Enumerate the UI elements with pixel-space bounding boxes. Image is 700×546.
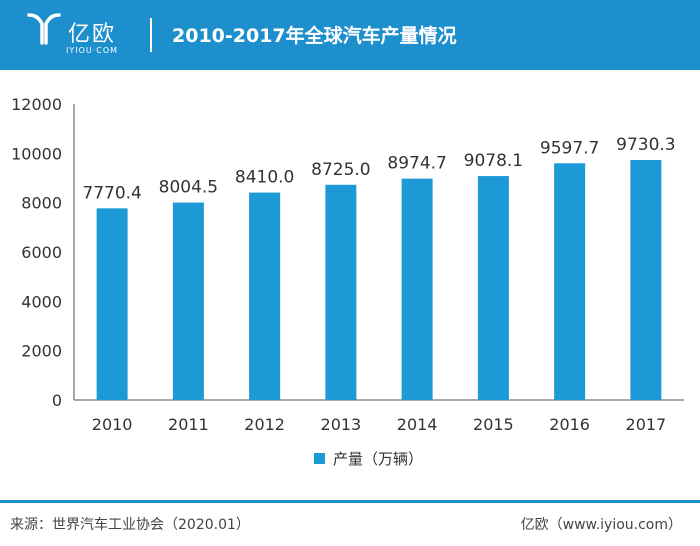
x-tick-label: 2017: [626, 415, 667, 434]
x-tick-label: 2016: [549, 415, 590, 434]
bar: [477, 176, 509, 400]
x-axis-ticks: 2010 2011 2012 2013 2014 2015 2016 2017: [92, 415, 666, 434]
data-label: 8974.7: [387, 154, 446, 174]
data-label: 8410.0: [235, 168, 294, 188]
bar: [172, 202, 204, 400]
logo-icon: [27, 13, 61, 45]
header-divider: [150, 18, 152, 52]
logo: 亿欧 IYIOU·COM: [26, 10, 136, 60]
x-tick-label: 2011: [168, 415, 209, 434]
y-tick-label: 0: [52, 391, 62, 410]
footer-divider: [0, 500, 700, 503]
bar-series: [96, 159, 662, 400]
bar: [401, 178, 433, 400]
bar: [630, 159, 662, 400]
data-label: 7770.4: [82, 183, 141, 203]
data-label: 8004.5: [159, 178, 218, 198]
y-axis-ticks: 0 2000 4000 6000 8000 10000 12000: [11, 95, 62, 410]
bar: [249, 192, 281, 400]
legend-label: 产量（万辆）: [333, 449, 424, 468]
data-labels: 7770.4 8004.5 8410.0 8725.0 8974.7 9078.1 9597…: [82, 135, 675, 203]
data-label: 9730.3: [616, 135, 675, 155]
x-tick-label: 2015: [473, 415, 514, 434]
y-tick-label: 10000: [11, 144, 62, 163]
x-tick-label: 2013: [321, 415, 362, 434]
logo-text: 亿欧: [68, 22, 117, 47]
x-tick-label: 2010: [92, 415, 133, 434]
logo-subtext: IYIOU·COM: [66, 46, 119, 55]
legend-swatch: [314, 452, 325, 464]
header-bar: 亿欧 IYIOU·COM 2010-2017年全球汽车产量情况: [0, 0, 700, 70]
y-tick-label: 2000: [21, 342, 62, 361]
source-note: 来源：世界汽车工业协会（2020.01）: [10, 517, 250, 533]
page-title: 2010-2017年全球汽车产量情况: [172, 25, 457, 47]
x-tick-label: 2014: [397, 415, 438, 434]
legend: 产量（万辆）: [314, 448, 423, 468]
bar: [554, 163, 586, 400]
data-label: 9078.1: [464, 151, 523, 171]
y-tick-label: 12000: [11, 95, 62, 114]
y-tick-label: 8000: [21, 194, 62, 213]
brand-note: 亿欧（www.iyiou.com）: [520, 517, 682, 533]
x-tick-label: 2012: [244, 415, 285, 434]
y-tick-label: 6000: [21, 243, 62, 262]
data-label: 9597.7: [540, 138, 599, 158]
data-label: 8725.0: [311, 160, 370, 180]
bar-chart: 0 2000 4000 6000 8000 10000 12000 7770.4 8004.5…: [11, 95, 684, 434]
bar: [325, 184, 357, 400]
bar: [96, 208, 128, 400]
y-tick-label: 4000: [21, 292, 62, 311]
